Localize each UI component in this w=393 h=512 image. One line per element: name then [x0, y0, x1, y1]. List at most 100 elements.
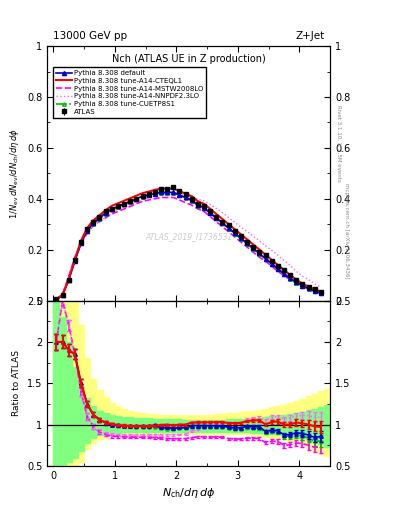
Text: Nch (ATLAS UE in Z production): Nch (ATLAS UE in Z production): [112, 54, 266, 63]
Pythia 8.308 default: [288, 275, 292, 281]
Pythia 8.308 default: [159, 189, 163, 196]
Pythia 8.308 tune-A14-NNPDF2.3LO: [189, 194, 194, 200]
Pythia 8.308 default: [319, 290, 323, 296]
Pythia 8.308 tune-A14-NNPDF2.3LO: [319, 284, 323, 290]
Pythia 8.308 default: [109, 206, 114, 212]
Pythia 8.308 tune-CUETP8S1: [60, 292, 65, 298]
Pythia 8.308 tune-A14-CTEQL1: [263, 252, 268, 258]
Pythia 8.308 tune-CUETP8S1: [232, 230, 237, 237]
Pythia 8.308 tune-A14-NNPDF2.3LO: [239, 224, 243, 230]
Pythia 8.308 tune-CUETP8S1: [245, 241, 250, 247]
Text: Rivet 3.1.10, ≥ 2.5M events: Rivet 3.1.10, ≥ 2.5M events: [336, 105, 341, 182]
Pythia 8.308 tune-A14-NNPDF2.3LO: [109, 210, 114, 216]
Pythia 8.308 tune-A14-CTEQL1: [66, 276, 71, 282]
Pythia 8.308 tune-A14-CTEQL1: [251, 242, 255, 248]
Pythia 8.308 tune-CUETP8S1: [159, 190, 163, 196]
Pythia 8.308 tune-A14-MSTW2008LO: [306, 286, 311, 292]
Pythia 8.308 tune-A14-MSTW2008LO: [257, 254, 262, 260]
Pythia 8.308 default: [146, 192, 151, 198]
Pythia 8.308 tune-A14-MSTW2008LO: [54, 296, 59, 302]
Pythia 8.308 tune-A14-CTEQL1: [109, 203, 114, 209]
Pythia 8.308 tune-CUETP8S1: [226, 225, 231, 231]
Pythia 8.308 default: [85, 227, 90, 233]
Pythia 8.308 tune-CUETP8S1: [257, 251, 262, 257]
Pythia 8.308 tune-CUETP8S1: [312, 288, 317, 294]
Pythia 8.308 tune-CUETP8S1: [97, 216, 102, 222]
Pythia 8.308 tune-A14-CTEQL1: [282, 267, 286, 273]
Pythia 8.308 tune-A14-CTEQL1: [134, 193, 139, 199]
Pythia 8.308 tune-CUETP8S1: [300, 283, 305, 289]
Pythia 8.308 tune-A14-CTEQL1: [177, 188, 182, 194]
Pythia 8.308 tune-A14-CTEQL1: [275, 262, 280, 268]
Pythia 8.308 tune-A14-NNPDF2.3LO: [152, 193, 157, 199]
Pythia 8.308 default: [116, 203, 120, 209]
Pythia 8.308 tune-A14-MSTW2008LO: [97, 219, 102, 225]
X-axis label: $N_{\rm ch}/d\eta\,d\phi$: $N_{\rm ch}/d\eta\,d\phi$: [162, 486, 215, 500]
Pythia 8.308 tune-A14-NNPDF2.3LO: [214, 205, 219, 211]
Pythia 8.308 default: [103, 210, 108, 216]
Pythia 8.308 tune-A14-MSTW2008LO: [220, 224, 225, 230]
Pythia 8.308 default: [294, 279, 299, 285]
Pythia 8.308 tune-A14-MSTW2008LO: [109, 211, 114, 217]
Pythia 8.308 tune-A14-MSTW2008LO: [214, 219, 219, 225]
Pythia 8.308 tune-A14-CTEQL1: [140, 190, 145, 196]
Pythia 8.308 tune-A14-CTEQL1: [195, 198, 200, 204]
Pythia 8.308 default: [54, 296, 59, 302]
Pythia 8.308 tune-CUETP8S1: [109, 206, 114, 212]
Pythia 8.308 tune-CUETP8S1: [269, 261, 274, 267]
Pythia 8.308 tune-A14-NNPDF2.3LO: [263, 243, 268, 249]
Pythia 8.308 tune-A14-CTEQL1: [72, 256, 77, 262]
Pythia 8.308 tune-CUETP8S1: [146, 193, 151, 199]
Pythia 8.308 default: [232, 230, 237, 236]
Pythia 8.308 tune-CUETP8S1: [128, 199, 132, 205]
Pythia 8.308 tune-A14-NNPDF2.3LO: [54, 296, 59, 302]
Y-axis label: Ratio to ATLAS: Ratio to ATLAS: [12, 350, 21, 416]
Pythia 8.308 default: [214, 215, 219, 221]
Pythia 8.308 tune-CUETP8S1: [208, 210, 213, 217]
Pythia 8.308 tune-CUETP8S1: [134, 196, 139, 202]
Pythia 8.308 default: [171, 189, 176, 196]
Pythia 8.308 tune-CUETP8S1: [251, 246, 255, 252]
Line: Pythia 8.308 tune-A14-CTEQL1: Pythia 8.308 tune-A14-CTEQL1: [56, 188, 321, 299]
Line: Pythia 8.308 tune-CUETP8S1: Pythia 8.308 tune-CUETP8S1: [55, 191, 323, 301]
Pythia 8.308 default: [152, 190, 157, 197]
Pythia 8.308 tune-A14-NNPDF2.3LO: [195, 196, 200, 202]
Pythia 8.308 tune-A14-NNPDF2.3LO: [159, 191, 163, 197]
Pythia 8.308 tune-A14-NNPDF2.3LO: [275, 252, 280, 259]
Pythia 8.308 tune-A14-CTEQL1: [294, 276, 299, 283]
Pythia 8.308 tune-A14-CTEQL1: [189, 193, 194, 199]
Pythia 8.308 tune-A14-NNPDF2.3LO: [85, 230, 90, 236]
Pythia 8.308 tune-A14-CTEQL1: [220, 216, 225, 222]
Pythia 8.308 tune-CUETP8S1: [275, 266, 280, 272]
Pythia 8.308 tune-A14-CTEQL1: [97, 212, 102, 218]
Pythia 8.308 default: [66, 277, 71, 283]
Pythia 8.308 tune-A14-MSTW2008LO: [146, 197, 151, 203]
Pythia 8.308 tune-A14-CTEQL1: [128, 195, 132, 201]
Pythia 8.308 tune-A14-CTEQL1: [60, 292, 65, 298]
Pythia 8.308 tune-A14-CTEQL1: [208, 206, 213, 212]
Pythia 8.308 tune-CUETP8S1: [319, 290, 323, 296]
Pythia 8.308 tune-CUETP8S1: [214, 215, 219, 221]
Y-axis label: $1/N_{\rm ev}\,dN_{\rm ev}/dN_{\rm ch}/d\eta\,d\phi$: $1/N_{\rm ev}\,dN_{\rm ev}/dN_{\rm ch}/d…: [8, 128, 21, 219]
Pythia 8.308 tune-A14-MSTW2008LO: [140, 198, 145, 204]
Pythia 8.308 tune-A14-CTEQL1: [288, 272, 292, 278]
Pythia 8.308 tune-A14-MSTW2008LO: [245, 244, 250, 250]
Pythia 8.308 tune-A14-MSTW2008LO: [60, 291, 65, 297]
Pythia 8.308 default: [122, 201, 127, 207]
Pythia 8.308 tune-A14-CTEQL1: [146, 188, 151, 195]
Pythia 8.308 default: [140, 193, 145, 199]
Legend: Pythia 8.308 default, Pythia 8.308 tune-A14-CTEQL1, Pythia 8.308 tune-A14-MSTW20: Pythia 8.308 default, Pythia 8.308 tune-…: [53, 68, 206, 118]
Pythia 8.308 default: [208, 210, 213, 216]
Pythia 8.308 tune-CUETP8S1: [239, 236, 243, 242]
Pythia 8.308 tune-A14-MSTW2008LO: [226, 229, 231, 235]
Pythia 8.308 tune-A14-MSTW2008LO: [183, 200, 188, 206]
Pythia 8.308 default: [97, 215, 102, 221]
Pythia 8.308 tune-A14-CTEQL1: [239, 231, 243, 238]
Pythia 8.308 tune-A14-CTEQL1: [85, 225, 90, 231]
Pythia 8.308 default: [282, 271, 286, 277]
Pythia 8.308 default: [189, 197, 194, 203]
Pythia 8.308 default: [183, 195, 188, 201]
Pythia 8.308 tune-A14-MSTW2008LO: [134, 201, 139, 207]
Pythia 8.308 tune-A14-MSTW2008LO: [91, 222, 95, 228]
Pythia 8.308 default: [251, 245, 255, 251]
